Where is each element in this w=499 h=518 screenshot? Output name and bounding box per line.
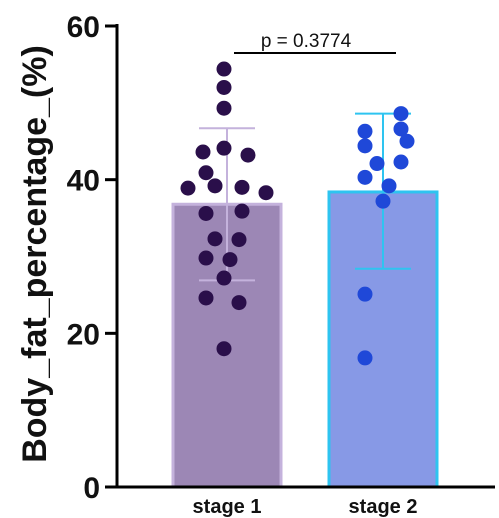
data-point-stage-2	[393, 154, 409, 170]
data-point-stage-1	[207, 178, 223, 194]
data-point-stage-2	[375, 193, 391, 209]
y-tick-label: 20	[67, 318, 100, 351]
data-point-stage-1	[180, 180, 196, 196]
data-point-stage-1	[258, 185, 274, 201]
y-tick-label: 0	[83, 472, 100, 505]
category-label-stage-1: stage 1	[193, 496, 262, 518]
data-point-stage-1	[216, 79, 232, 95]
data-point-stage-1	[207, 231, 223, 247]
significance-annotation: p = 0.3774	[234, 31, 396, 54]
data-point-stage-2	[357, 123, 373, 139]
x-category-labels: stage 1 stage 2	[193, 496, 418, 518]
points-layer	[180, 61, 415, 366]
data-point-stage-1	[195, 144, 211, 160]
data-point-stage-2	[369, 156, 385, 172]
data-point-stage-1	[198, 205, 214, 221]
data-point-stage-1	[222, 252, 238, 268]
y-ticks: 0 20 40 60	[67, 11, 117, 505]
p-value-label: p = 0.3774	[261, 31, 352, 52]
data-point-stage-2	[357, 138, 373, 154]
data-point-stage-1	[216, 341, 232, 357]
data-point-stage-1	[231, 295, 247, 311]
y-tick-label: 60	[67, 11, 100, 44]
data-point-stage-2	[381, 178, 397, 194]
data-point-stage-1	[198, 250, 214, 266]
data-point-stage-2	[393, 106, 409, 122]
data-point-stage-1	[216, 100, 232, 116]
data-point-stage-1	[216, 61, 232, 77]
data-point-stage-2	[393, 121, 409, 137]
data-point-stage-1	[240, 147, 256, 163]
data-point-stage-1	[198, 290, 214, 306]
y-axis-title: Body_fat_percentage_(%)	[16, 45, 54, 463]
data-point-stage-1	[216, 140, 232, 156]
data-point-stage-1	[234, 203, 250, 219]
data-point-stage-1	[231, 232, 247, 248]
data-point-stage-2	[357, 169, 373, 185]
data-point-stage-1	[198, 165, 214, 181]
data-point-stage-1	[234, 179, 250, 195]
data-point-stage-1	[216, 270, 232, 286]
data-point-stage-2	[399, 133, 415, 149]
category-label-stage-2: stage 2	[349, 496, 418, 518]
data-point-stage-2	[357, 286, 373, 302]
y-tick-label: 40	[67, 165, 100, 198]
data-point-stage-2	[357, 350, 373, 366]
